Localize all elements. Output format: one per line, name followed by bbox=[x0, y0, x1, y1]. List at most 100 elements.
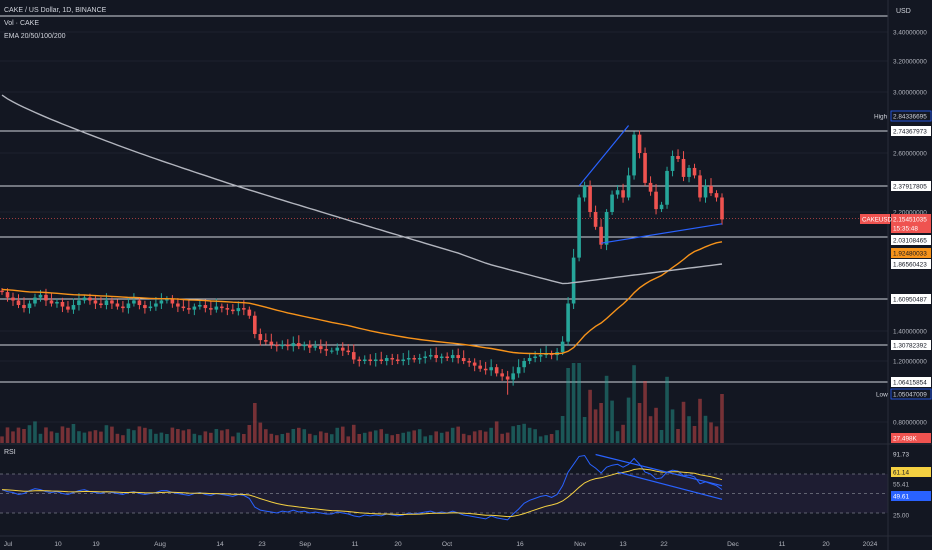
volume-bar bbox=[318, 431, 323, 443]
candle-body bbox=[527, 358, 532, 361]
candle-body bbox=[258, 334, 263, 341]
volume-bar bbox=[714, 426, 719, 443]
volume-bar bbox=[681, 401, 686, 443]
volume-bar bbox=[588, 389, 592, 443]
volume-bar bbox=[489, 427, 493, 443]
volume-bar bbox=[242, 434, 246, 443]
candle-body bbox=[417, 358, 422, 360]
volume-bar bbox=[170, 427, 175, 443]
candle-body bbox=[22, 305, 26, 309]
time-tick-label: 14 bbox=[216, 541, 224, 548]
volume-bar bbox=[472, 431, 477, 443]
level-tag-bg bbox=[891, 235, 931, 245]
candle-body bbox=[659, 204, 664, 210]
high-value-tag-bg bbox=[890, 110, 932, 122]
volume-bar bbox=[126, 428, 131, 443]
volume-bar bbox=[154, 433, 158, 443]
volume-bar bbox=[659, 430, 664, 443]
candle-body bbox=[610, 194, 614, 212]
candle-body bbox=[676, 155, 680, 159]
candle-body bbox=[104, 300, 109, 306]
ema-orange-tag-bg bbox=[891, 248, 931, 258]
candle-body bbox=[720, 197, 724, 220]
currency-label[interactable]: USD bbox=[896, 8, 911, 15]
candle-body bbox=[648, 182, 653, 192]
candle-body bbox=[318, 346, 323, 350]
candle-body bbox=[401, 359, 406, 361]
ema-legend[interactable]: EMA 20/50/100/200 bbox=[4, 33, 66, 40]
candle-body bbox=[533, 356, 537, 359]
candle-body bbox=[445, 356, 449, 359]
candle-body bbox=[187, 308, 191, 310]
candle-body bbox=[220, 306, 224, 309]
volume-bar bbox=[483, 431, 488, 443]
level-tag: 2.74367973 bbox=[893, 128, 927, 135]
candles[interactable] bbox=[0, 130, 724, 395]
countdown-tag: 15:35:48 bbox=[893, 225, 918, 232]
candle-body bbox=[522, 361, 526, 368]
volume-bar bbox=[522, 423, 526, 443]
volume-bar bbox=[313, 435, 318, 443]
time-tick-label: 10 bbox=[54, 541, 62, 548]
candle-body bbox=[456, 355, 460, 359]
candle-body bbox=[247, 309, 252, 316]
rsi-ma-tag: 61.14 bbox=[893, 469, 909, 476]
volume-bar bbox=[692, 426, 697, 443]
ema-lines bbox=[1, 94, 723, 355]
ema-orange-tag: 1.92480033 bbox=[893, 250, 927, 257]
candle-body bbox=[483, 368, 488, 371]
candle-body bbox=[621, 190, 625, 198]
candle-body bbox=[225, 308, 230, 310]
volume-bar bbox=[450, 427, 455, 443]
candle-body bbox=[192, 306, 197, 310]
candle-body bbox=[538, 355, 543, 357]
volume-bar bbox=[390, 435, 395, 443]
current-price-tag: 2.15451035 bbox=[893, 216, 927, 223]
candle-body bbox=[159, 300, 164, 304]
candle-body bbox=[154, 303, 158, 307]
volume-bar bbox=[165, 434, 169, 443]
candle-body bbox=[313, 346, 318, 348]
volume-bar bbox=[275, 435, 279, 443]
candle-body bbox=[632, 134, 636, 176]
candle-body bbox=[165, 298, 169, 301]
volume-bar bbox=[566, 368, 570, 443]
volume-bar bbox=[187, 429, 191, 443]
candle-body bbox=[566, 303, 570, 342]
volume-bar bbox=[428, 435, 433, 443]
candle-body bbox=[11, 297, 15, 301]
candle-body bbox=[714, 193, 719, 198]
ema-gray-tag: 1.86560423 bbox=[893, 261, 927, 268]
candle-body bbox=[511, 373, 515, 380]
volume-legend[interactable]: Vol · CAKE bbox=[4, 20, 40, 27]
price-tick-label: 0.80000000 bbox=[893, 420, 927, 427]
time-tick-label: 11 bbox=[779, 541, 786, 548]
lower-trendline bbox=[600, 223, 723, 244]
candle-body bbox=[698, 175, 702, 198]
candle-body bbox=[582, 185, 587, 198]
volume-bar bbox=[478, 430, 482, 443]
rsi-legend[interactable]: RSI bbox=[4, 449, 16, 456]
rsi-tick-label: 25.00 bbox=[893, 513, 909, 520]
volume-bar bbox=[560, 416, 565, 443]
volume-bar bbox=[439, 432, 444, 443]
candle-body bbox=[406, 358, 411, 360]
candle-body bbox=[423, 356, 428, 359]
volume-bar bbox=[121, 435, 125, 443]
candle-body bbox=[5, 292, 10, 298]
volume-bar bbox=[38, 433, 43, 443]
candle-body bbox=[461, 358, 466, 361]
candle-body bbox=[379, 359, 384, 361]
time-tick-label: Oct bbox=[442, 541, 452, 548]
volume-bar bbox=[324, 432, 329, 443]
price-tags: 2.84336695 High 2.74367973 2.37917805 2.1545… bbox=[860, 110, 932, 501]
level-tag-bg bbox=[891, 294, 931, 304]
volume-bar bbox=[236, 432, 241, 443]
rsi-pane[interactable] bbox=[0, 443, 932, 521]
candle-body bbox=[27, 303, 32, 309]
symbol-legend[interactable]: CAKE / US Dollar, 1D, BINANCE bbox=[4, 7, 107, 14]
candle-body bbox=[346, 350, 351, 353]
volume-bar bbox=[181, 430, 186, 443]
candle-body bbox=[99, 303, 103, 306]
